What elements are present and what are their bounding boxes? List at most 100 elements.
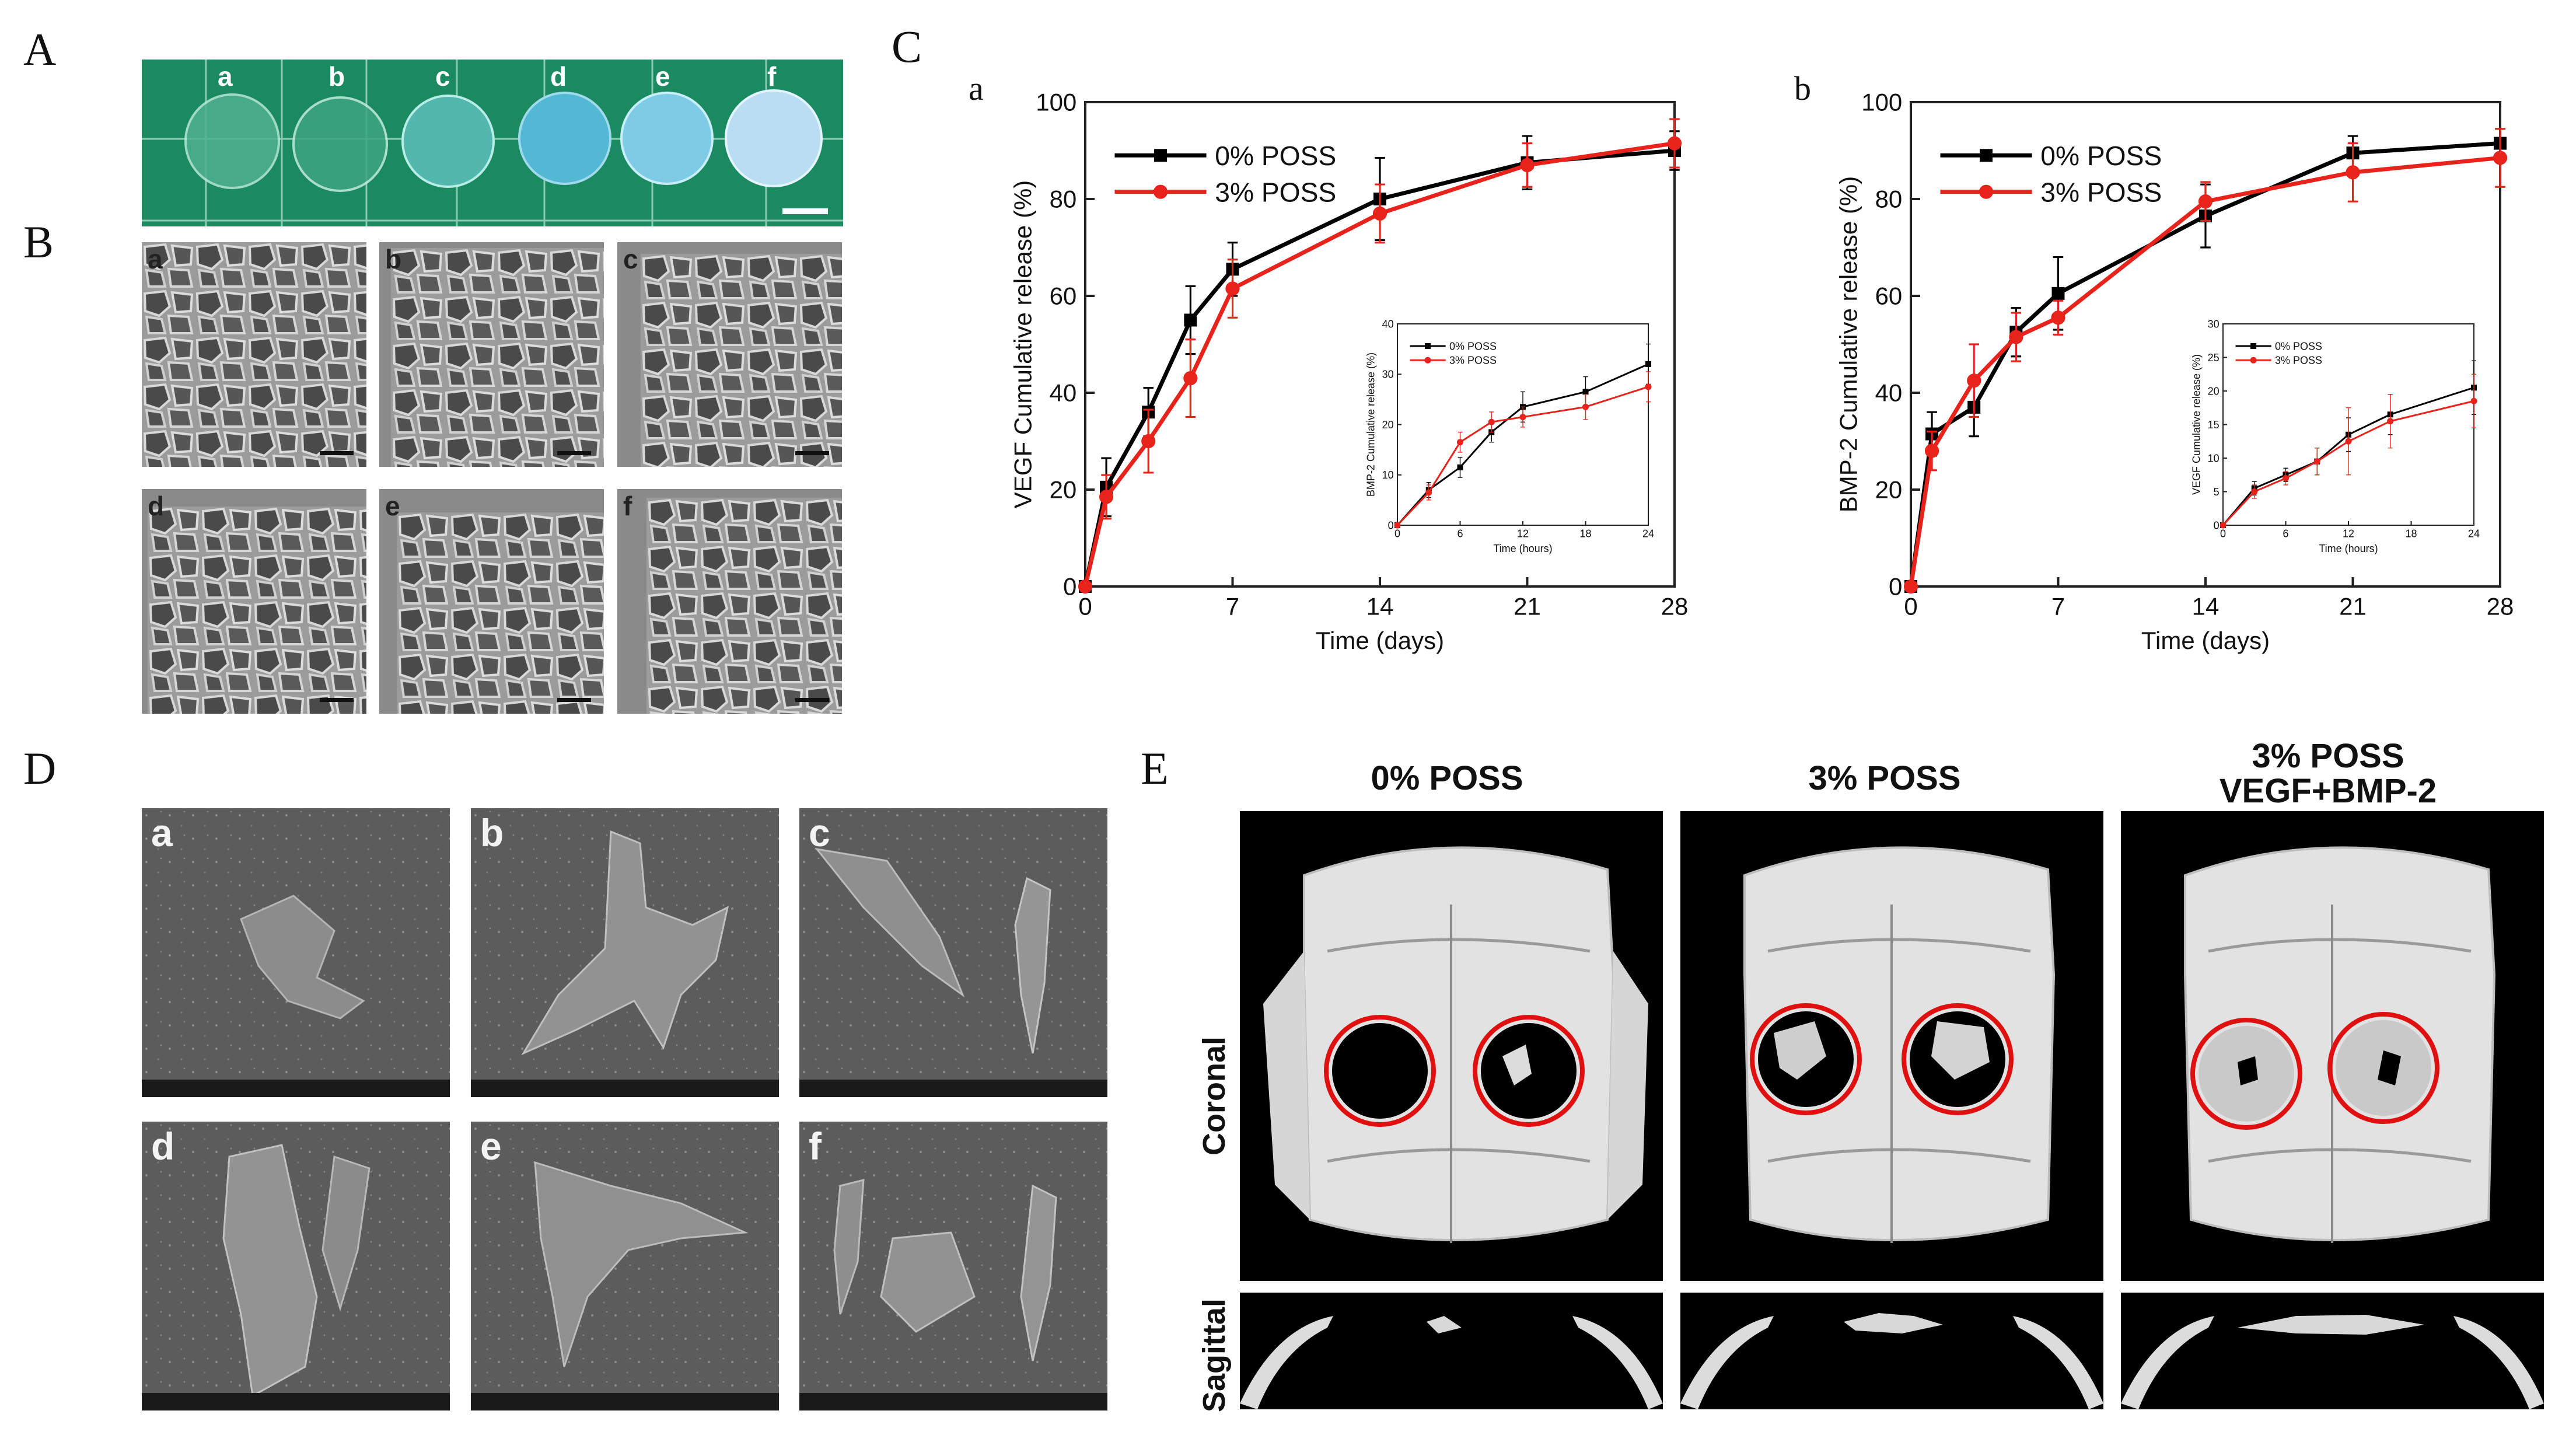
sample-label-c: c (435, 61, 450, 92)
y-tick-label: 80 (1050, 186, 1077, 213)
inset-y-tick-label: 15 (2208, 419, 2220, 431)
scale-bar (795, 451, 829, 455)
inset-x-axis-label: Time (hours) (1493, 543, 1552, 554)
inset-data-point-3-poss (1582, 403, 1589, 410)
data-point-3-poss (1225, 281, 1240, 296)
series-line-3-poss (1083, 141, 1675, 587)
y-axis-label: BMP-2 Cumulative release (%) (1835, 176, 1862, 513)
inset-x-tick-label: 18 (1579, 528, 1591, 540)
data-point-3-poss (2346, 165, 2360, 180)
data-point-3-poss (1903, 579, 1918, 594)
scale-bar (320, 698, 354, 702)
inset-y-axis-label: BMP-2 Cumulative release (%) (1365, 352, 1376, 497)
column-title-3-poss-gf-line1: 3% POSS (2252, 737, 2404, 775)
inset-legend-label: 3% POSS (1449, 355, 1497, 366)
data-point-3-poss (1141, 434, 1156, 449)
panel-label-a: A (23, 24, 57, 75)
cell-tag-c: c (809, 811, 830, 854)
data-point-3-poss (2198, 194, 2213, 209)
chart-b-sublabel: b (1794, 69, 1811, 107)
inset-y-tick-label: 0 (1388, 519, 1394, 531)
ct-sagittal-3-poss (1680, 1293, 2103, 1409)
cell-image-d: d (142, 1122, 450, 1410)
inset-y-tick-label: 0 (2214, 519, 2220, 531)
x-tick-label: 21 (1514, 592, 1541, 620)
sem-tag-e: e (385, 491, 400, 521)
defect-circle-right (1902, 1003, 2014, 1115)
series-line-0-poss (1083, 148, 1675, 587)
y-tick-label: 40 (1050, 379, 1077, 407)
panel-label-e: E (1141, 743, 1169, 794)
inset-y-tick-label: 25 (2208, 352, 2220, 364)
cell-image-e: e (471, 1122, 779, 1410)
inset-legend-marker (1424, 357, 1431, 364)
sem-image-a: a (142, 242, 366, 467)
inset-data-point-3-poss (2313, 458, 2320, 465)
data-point-0-poss (2051, 287, 2065, 300)
info-strip (471, 1080, 779, 1097)
inset-x-tick-label: 0 (2220, 528, 2226, 540)
inset-data-point-3-poss (2470, 397, 2477, 404)
info-strip (142, 1080, 450, 1097)
sem-tag-c: c (623, 244, 638, 274)
ct-coronal-3-poss (1680, 811, 2103, 1281)
series-line-3-poss (1909, 155, 2501, 587)
scale-bar (782, 208, 828, 214)
hydrogel-disc-f (725, 89, 823, 187)
y-tick-label: 20 (1875, 476, 1903, 504)
inset-x-axis-label: Time (hours) (2319, 543, 2378, 554)
data-point-3-poss (2009, 330, 2023, 344)
x-tick-label: 0 (1904, 592, 1917, 620)
x-tick-label: 28 (2487, 592, 2514, 620)
inset-legend-label: 0% POSS (2275, 340, 2322, 352)
cell-image-f: f (799, 1122, 1107, 1410)
row-label-coronal: Coronal (1197, 1036, 1232, 1155)
sem-image-b: b (379, 242, 604, 467)
info-strip (799, 1393, 1107, 1410)
hydrogel-disc-c (401, 95, 495, 188)
inset-data-point-3-poss (1457, 439, 1463, 446)
x-tick-label: 14 (1366, 592, 1394, 620)
data-point-3-poss (1667, 136, 1682, 151)
x-tick-label: 28 (1661, 592, 1689, 620)
legend-label: 3% POSS (1215, 177, 1336, 207)
inset-legend-marker (2250, 357, 2257, 364)
sem-image-d: d (142, 489, 366, 714)
legend-label: 0% POSS (1215, 141, 1336, 171)
inset-data-point-3-poss (1488, 418, 1495, 425)
inset-legend-marker (2250, 343, 2257, 349)
inset-legend-label: 0% POSS (1449, 340, 1497, 352)
sem-tag-f: f (623, 491, 632, 521)
cell-tag-e: e (480, 1125, 502, 1168)
column-title-3-poss-gf-line2: VEGF+BMP-2 (2219, 772, 2437, 810)
x-tick-label: 7 (1226, 592, 1239, 620)
sem-tag-d: d (148, 491, 165, 521)
y-axis-label: VEGF Cumulative release (%) (1009, 180, 1037, 509)
cell-tag-d: d (151, 1125, 175, 1168)
inset-data-point-0-poss (1457, 464, 1463, 470)
data-point-3-poss (1099, 490, 1114, 504)
hydrogel-disc-b (292, 96, 388, 192)
inset-x-tick-label: 0 (1394, 528, 1400, 540)
cell-tag-a: a (151, 811, 173, 854)
sample-label-f: f (767, 61, 777, 92)
cell-image-b: b (471, 808, 779, 1097)
x-tick-label: 7 (2051, 592, 2065, 620)
chart-a-sublabel: a (969, 69, 984, 107)
legend-label: 3% POSS (2040, 177, 2162, 207)
sample-label-a: a (218, 61, 233, 92)
data-point-3-poss (1372, 206, 1387, 221)
cell-tag-f: f (809, 1125, 822, 1168)
inset-data-point-3-poss (1519, 414, 1526, 421)
info-strip (799, 1080, 1107, 1097)
data-point-3-poss (2493, 151, 2508, 165)
x-tick-label: 0 (1078, 592, 1092, 620)
y-tick-label: 0 (1889, 573, 1902, 600)
inset-data-point-3-poss (1645, 383, 1652, 390)
sem-tag-b: b (385, 244, 402, 274)
x-tick-label: 21 (2339, 592, 2367, 620)
defect-circle-left (1750, 1003, 1862, 1115)
y-tick-label: 20 (1050, 476, 1077, 504)
hydrogel-disc-e (620, 92, 714, 185)
